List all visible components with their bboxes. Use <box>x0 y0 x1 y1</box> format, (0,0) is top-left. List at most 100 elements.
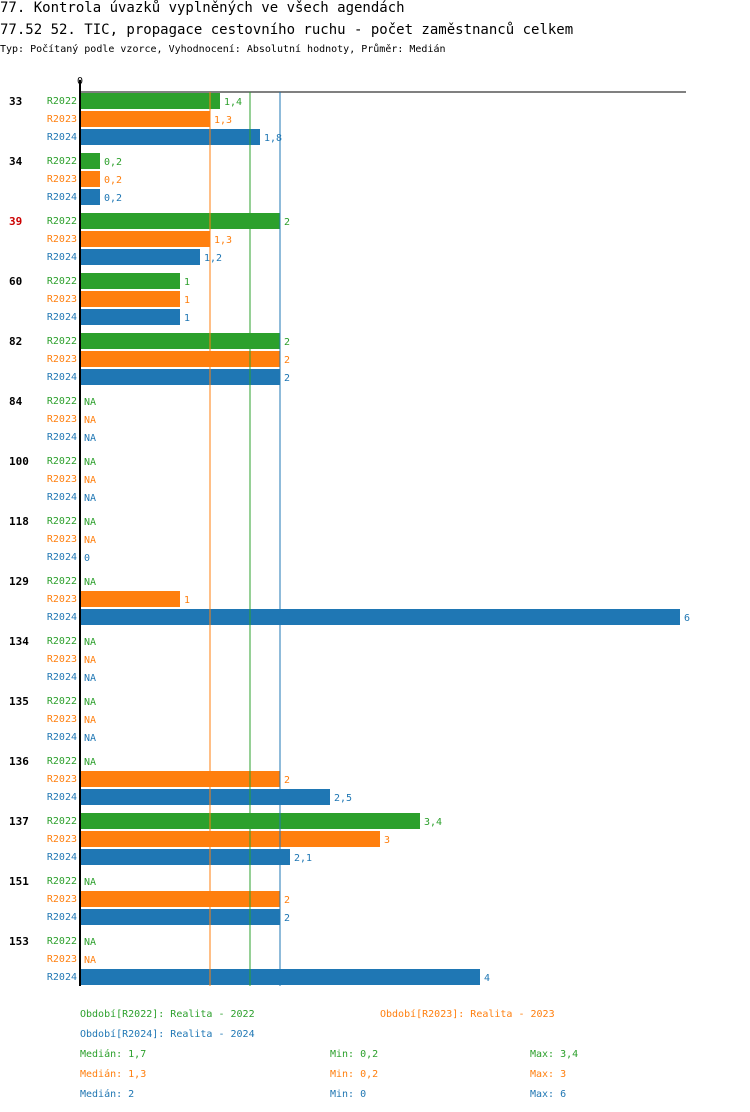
bar <box>80 831 380 847</box>
series-row-label: R2022 <box>47 156 77 167</box>
data-label: 2 <box>284 217 290 228</box>
bar <box>80 171 100 187</box>
series-row-label: R2023 <box>47 474 77 485</box>
series-row-label: R2024 <box>47 432 77 443</box>
data-label: 1,2 <box>204 253 222 264</box>
series-row-label: R2024 <box>47 612 77 623</box>
group-label: 118 <box>9 515 29 528</box>
legend-max: Max: 3 <box>530 1069 566 1080</box>
data-label: NA <box>84 877 96 888</box>
group-label: 153 <box>9 935 29 948</box>
data-label: NA <box>84 715 96 726</box>
group-label: 39 <box>9 215 22 228</box>
data-label: 2 <box>284 775 290 786</box>
series-row-label: R2022 <box>47 516 77 527</box>
data-label: 2,5 <box>334 793 352 804</box>
data-label: NA <box>84 955 96 966</box>
bar <box>80 351 280 367</box>
bar <box>80 789 330 805</box>
bar <box>80 309 180 325</box>
data-label: NA <box>84 577 96 588</box>
series-row-label: R2023 <box>47 534 77 545</box>
series-row-label: R2024 <box>47 492 77 503</box>
legend-min: Min: 0,2 <box>330 1069 378 1080</box>
bar <box>80 153 100 169</box>
group-label: 84 <box>9 395 23 408</box>
data-label: 1,4 <box>224 97 242 108</box>
legend-period: Období[R2023]: Realita - 2023 <box>380 1008 555 1020</box>
series-row-label: R2023 <box>47 594 77 605</box>
bar <box>80 909 280 925</box>
data-label: 3,4 <box>424 817 442 828</box>
data-label: 1 <box>184 295 190 306</box>
legend-period: Období[R2022]: Realita - 2022 <box>80 1008 255 1020</box>
series-row-label: R2024 <box>47 852 77 863</box>
bar <box>80 291 180 307</box>
data-label: NA <box>84 535 96 546</box>
data-label: 0,2 <box>104 193 122 204</box>
data-label: NA <box>84 475 96 486</box>
group-label: 34 <box>9 155 23 168</box>
chart-title: 77. Kontrola úvazků vyplněných ve všech … <box>0 0 405 16</box>
data-label: NA <box>84 733 96 744</box>
bar <box>80 129 260 145</box>
data-label: 6 <box>684 613 690 624</box>
group-label: 134 <box>9 635 29 648</box>
legend-median: Medián: 1,3 <box>80 1068 146 1080</box>
legend-median: Medián: 2 <box>80 1088 134 1100</box>
series-row-label: R2022 <box>47 216 77 227</box>
bar <box>80 93 220 109</box>
group-label: 100 <box>9 455 29 468</box>
data-label: NA <box>84 415 96 426</box>
bar <box>80 609 680 625</box>
series-row-label: R2022 <box>47 876 77 887</box>
series-row-label: R2023 <box>47 414 77 425</box>
series-row-label: R2024 <box>47 372 77 383</box>
bar <box>80 591 180 607</box>
data-label: 2 <box>284 355 290 366</box>
group-label: 136 <box>9 755 29 768</box>
group-label: 82 <box>9 335 22 348</box>
data-label: 3 <box>384 835 390 846</box>
data-label: 2 <box>284 337 290 348</box>
data-label: NA <box>84 517 96 528</box>
data-label: NA <box>84 673 96 684</box>
series-row-label: R2023 <box>47 954 77 965</box>
data-label: 1 <box>184 595 190 606</box>
legend-min: Min: 0,2 <box>330 1049 378 1060</box>
chart-subtitle-metric: 77.52 52. TIC, propagace cestovního ruch… <box>0 22 574 38</box>
bar <box>80 849 290 865</box>
legend-median: Medián: 1,7 <box>80 1048 146 1060</box>
group-label: 137 <box>9 815 29 828</box>
series-row-label: R2024 <box>47 192 77 203</box>
legend-max: Max: 6 <box>530 1089 566 1100</box>
bar <box>80 111 210 127</box>
data-label: 1,8 <box>264 133 282 144</box>
bar <box>80 249 200 265</box>
series-row-label: R2023 <box>47 774 77 785</box>
data-label: 0,2 <box>104 175 122 186</box>
data-label: NA <box>84 637 96 648</box>
series-row-label: R2024 <box>47 132 77 143</box>
group-label: 60 <box>9 275 22 288</box>
series-row-label: R2023 <box>47 714 77 725</box>
bar <box>80 189 100 205</box>
data-label: 4 <box>484 973 490 984</box>
series-row-label: R2022 <box>47 756 77 767</box>
series-row-label: R2023 <box>47 354 77 365</box>
bar <box>80 369 280 385</box>
series-row-label: R2022 <box>47 936 77 947</box>
data-label: NA <box>84 457 96 468</box>
series-row-label: R2024 <box>47 732 77 743</box>
series-row-label: R2023 <box>47 894 77 905</box>
bar <box>80 213 280 229</box>
data-label: 2 <box>284 895 290 906</box>
legend-max: Max: 3,4 <box>530 1049 578 1060</box>
series-row-label: R2023 <box>47 654 77 665</box>
data-label: 1 <box>184 313 190 324</box>
series-row-label: R2023 <box>47 294 77 305</box>
series-row-label: R2022 <box>47 636 77 647</box>
data-label: NA <box>84 937 96 948</box>
series-row-label: R2022 <box>47 816 77 827</box>
series-row-label: R2024 <box>47 972 77 983</box>
